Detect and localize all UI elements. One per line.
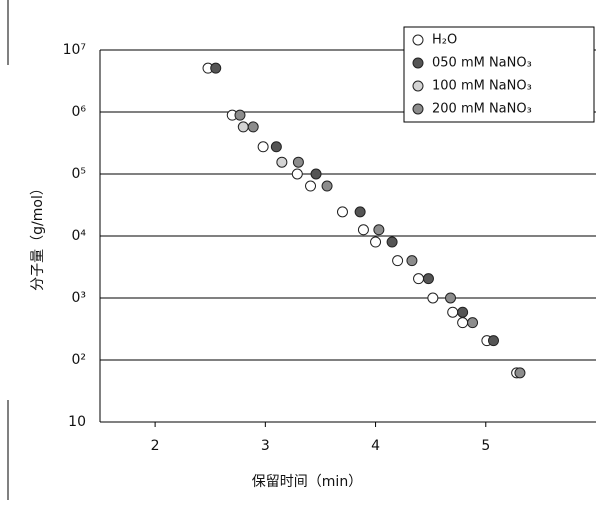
- legend-label: 100 mM NaNO₃: [432, 79, 532, 94]
- y-tick-label: 0³: [71, 290, 86, 306]
- y-tick-label: 10: [68, 414, 86, 430]
- point: [291, 168, 303, 180]
- legend-label: 200 mM NaNO₃: [432, 102, 532, 117]
- y-tick-label: 0²: [71, 352, 86, 368]
- point: [467, 317, 479, 329]
- point: [210, 62, 222, 74]
- point: [445, 292, 457, 304]
- legend-swatch: [412, 57, 424, 69]
- point: [237, 121, 249, 133]
- point: [247, 121, 259, 133]
- y-tick-label: 0⁶: [71, 104, 86, 120]
- point: [257, 141, 269, 153]
- y-tick-label: 10⁷: [63, 42, 86, 58]
- x-axis-label: 保留时间（min）: [252, 474, 362, 490]
- point: [457, 306, 469, 318]
- point: [234, 109, 246, 121]
- point: [427, 292, 439, 304]
- point: [392, 255, 404, 267]
- y-axis-label: 分子量（g/mol）: [30, 181, 46, 291]
- point: [447, 306, 459, 318]
- point: [514, 367, 526, 379]
- point: [457, 317, 469, 329]
- legend-swatch: [412, 103, 424, 115]
- legend-label: 050 mM NaNO₃: [432, 56, 532, 71]
- x-tick-label: 5: [481, 438, 490, 454]
- point: [321, 180, 333, 192]
- legend-box: [403, 26, 595, 123]
- y-tick-label: 0⁵: [71, 166, 86, 182]
- point: [354, 206, 366, 218]
- x-tick-label: 4: [371, 438, 380, 454]
- point: [370, 236, 382, 248]
- point: [276, 156, 288, 168]
- point: [305, 180, 317, 192]
- point: [270, 141, 282, 153]
- point: [336, 206, 348, 218]
- point: [422, 273, 434, 285]
- legend-swatch: [412, 34, 424, 46]
- point: [487, 335, 499, 347]
- point: [413, 273, 425, 285]
- x-tick-label: 2: [151, 438, 160, 454]
- point: [310, 168, 322, 180]
- legend-swatch: [412, 80, 424, 92]
- point: [357, 224, 369, 236]
- y-tick-label: 0⁴: [71, 228, 86, 244]
- x-tick-label: 3: [261, 438, 270, 454]
- point: [292, 156, 304, 168]
- point: [386, 236, 398, 248]
- legend-label: H₂O: [432, 33, 457, 48]
- point: [406, 255, 418, 267]
- point: [373, 224, 385, 236]
